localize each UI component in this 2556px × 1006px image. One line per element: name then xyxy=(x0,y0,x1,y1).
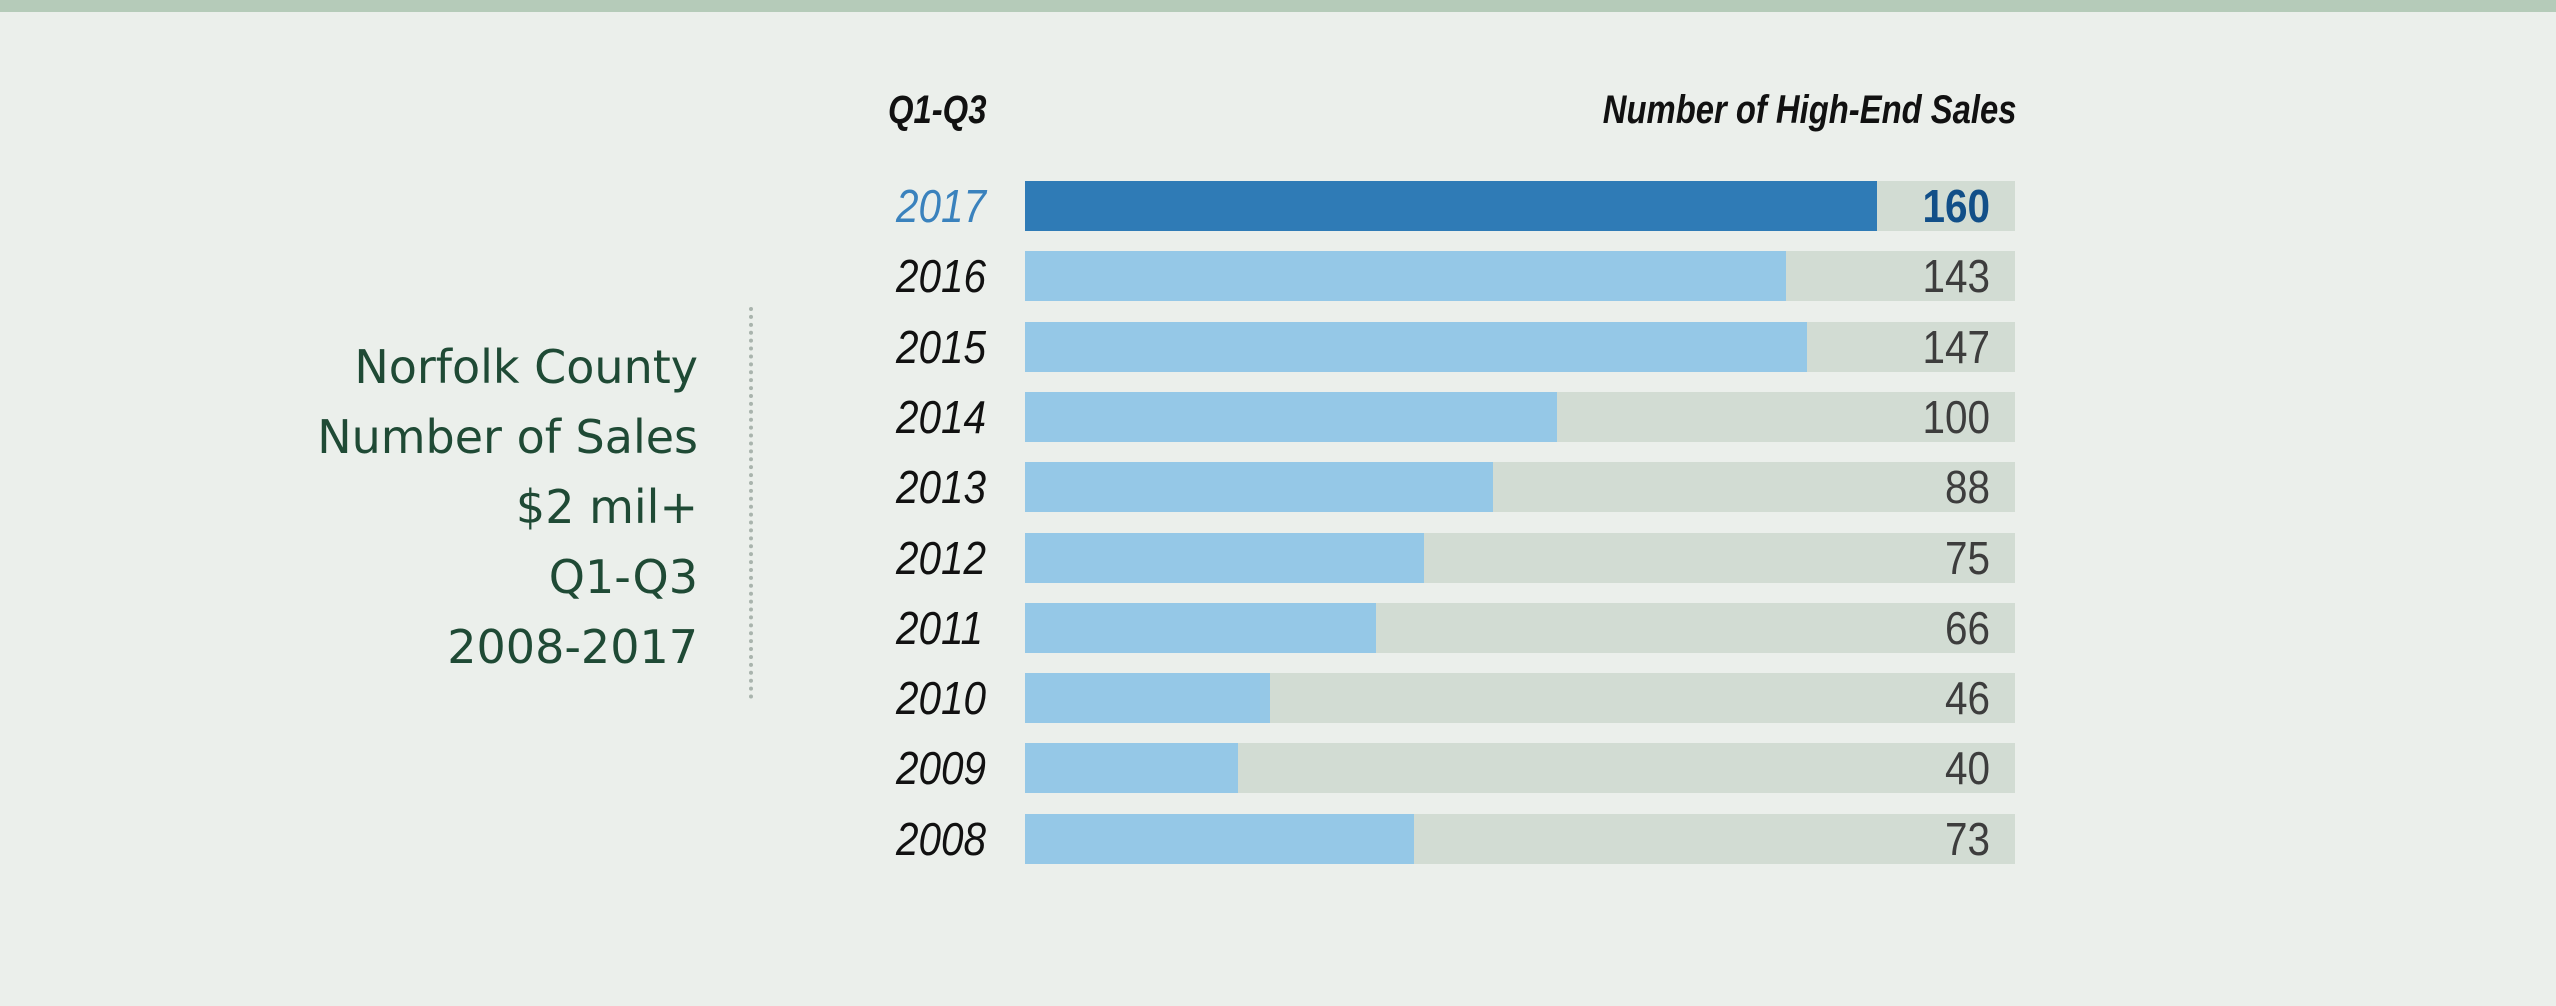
value-label-2014: 100 xyxy=(1922,391,1990,443)
value-header: Number of High-End Sales xyxy=(1602,88,2016,132)
top-stripe xyxy=(0,0,2556,12)
value-label-2010: 46 xyxy=(1944,672,1990,724)
side-title-metric: Number of Sales xyxy=(317,410,698,464)
side-title-region: Norfolk County xyxy=(354,340,698,394)
value-label-2017: 160 xyxy=(1922,180,1990,232)
bar-2008 xyxy=(1025,814,1414,864)
year-label-2008: 2008 xyxy=(896,813,987,865)
side-title-price-range: $2 mil+ xyxy=(515,480,698,534)
year-label-2010: 2010 xyxy=(896,672,987,724)
value-label-2008: 73 xyxy=(1944,813,1990,865)
year-label-2012: 2012 xyxy=(896,532,987,584)
year-label-2015: 2015 xyxy=(896,321,987,373)
bar-2015 xyxy=(1025,322,1807,372)
value-label-2016: 143 xyxy=(1922,250,1990,302)
bar-2012 xyxy=(1025,533,1424,583)
year-label-2011: 2011 xyxy=(896,602,984,654)
bar-2016 xyxy=(1025,251,1786,301)
bar-2011 xyxy=(1025,603,1376,653)
value-label-2013: 88 xyxy=(1944,461,1990,513)
year-label-2009: 2009 xyxy=(896,742,987,794)
side-title: Norfolk County Number of Sales $2 mil+ Q… xyxy=(317,332,698,682)
year-label-2013: 2013 xyxy=(896,461,987,513)
row-header: Q1-Q3 xyxy=(888,88,987,132)
side-title-years: 2008-2017 xyxy=(447,620,698,674)
value-label-2012: 75 xyxy=(1944,532,1990,584)
year-label-2017: 2017 xyxy=(896,180,987,232)
year-label-2014: 2014 xyxy=(896,391,987,443)
dotted-divider xyxy=(749,307,753,699)
year-label-2016: 2016 xyxy=(896,250,987,302)
side-title-period: Q1-Q3 xyxy=(548,550,698,604)
value-label-2015: 147 xyxy=(1922,321,1990,373)
bar-2010 xyxy=(1025,673,1270,723)
bar-2014 xyxy=(1025,392,1557,442)
bar-2017 xyxy=(1025,181,1877,231)
bar-2009 xyxy=(1025,743,1238,793)
bar-2013 xyxy=(1025,462,1493,512)
value-label-2009: 40 xyxy=(1944,742,1990,794)
value-label-2011: 66 xyxy=(1944,602,1990,654)
